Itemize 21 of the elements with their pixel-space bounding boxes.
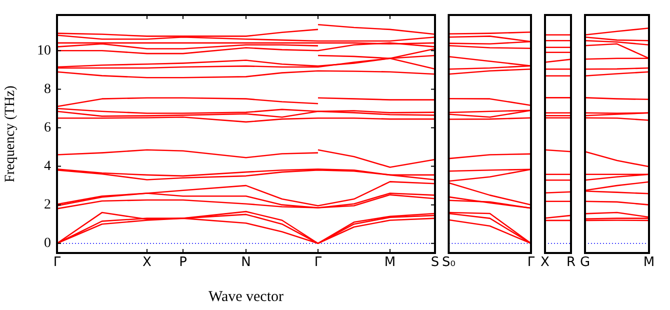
x-tick-label: S₀ — [442, 255, 456, 270]
y-tick-label: 10 — [37, 43, 51, 58]
x-tick-label: G — [580, 255, 590, 270]
x-tick-label: R — [566, 255, 576, 270]
x-tick-label: X — [142, 255, 152, 270]
x-tick-label: P — [179, 255, 188, 270]
y-tick-label: 2 — [44, 197, 51, 212]
y-tick-label: 0 — [44, 236, 51, 252]
x-tick-label: M — [643, 255, 655, 270]
x-axis-title: Wave vector — [208, 288, 284, 305]
y-tick-label: 8 — [44, 82, 51, 97]
x-tick-label: Γ — [314, 255, 322, 270]
x-tick-label: S — [430, 255, 440, 270]
x-tick-label: X — [540, 255, 550, 270]
x-tick-label: N — [241, 255, 251, 270]
y-tick-label: 6 — [44, 120, 51, 136]
x-tick-label: Γ — [527, 255, 536, 270]
x-tick-label: Γ — [53, 255, 62, 270]
y-axis-title: Frequency (THz) — [3, 85, 18, 182]
x-tick-label: M — [384, 255, 396, 270]
y-tick-label: 4 — [44, 158, 51, 174]
